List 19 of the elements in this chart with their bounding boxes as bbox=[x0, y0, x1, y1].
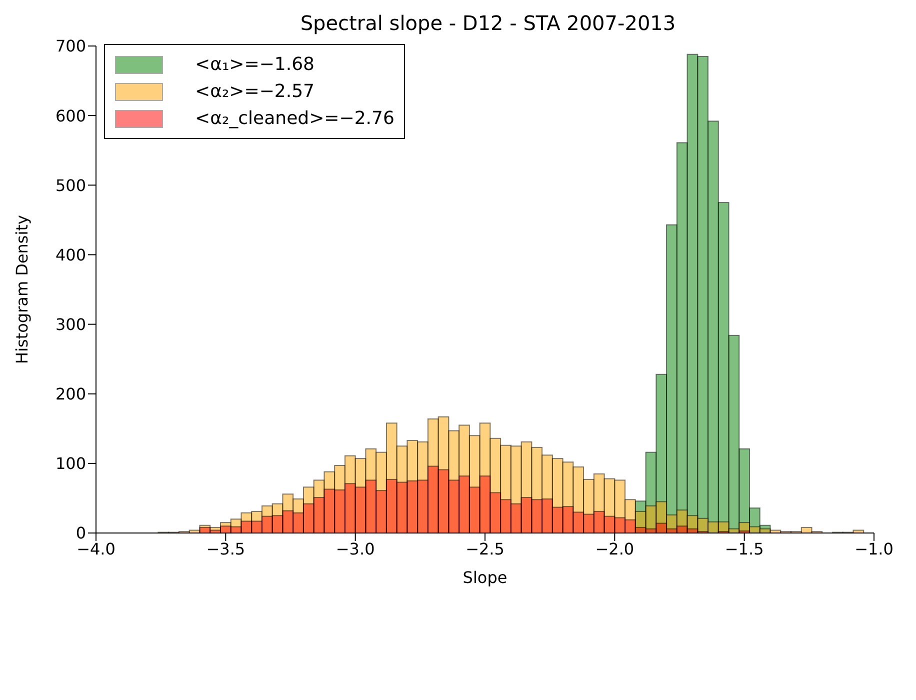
y-tick-label: 100 bbox=[55, 454, 86, 474]
y-tick-label: 600 bbox=[55, 106, 86, 126]
x-tick-label: −2.0 bbox=[595, 539, 634, 558]
y-axis-title: Histogram Density bbox=[12, 215, 32, 364]
x-axis-title: Slope bbox=[462, 568, 508, 587]
x-tick-label: −3.0 bbox=[336, 539, 375, 558]
y-tick-label: 300 bbox=[55, 314, 86, 334]
y-tick-label: 400 bbox=[55, 245, 86, 264]
x-tick-label: −1.0 bbox=[854, 539, 894, 558]
y-tick-label: 200 bbox=[55, 384, 86, 404]
legend-label: <α₁>=−1.68 bbox=[195, 54, 314, 75]
chart-title: Spectral slope - D12 - STA 2007-2013 bbox=[299, 10, 677, 37]
x-tick-label: −3.5 bbox=[206, 539, 246, 558]
x-tick-label: −1.5 bbox=[724, 539, 764, 558]
legend-label: <α₂_cleaned>=−2.76 bbox=[195, 108, 394, 129]
y-tick-label: 500 bbox=[55, 176, 86, 195]
legend-label: <α₂>=−2.57 bbox=[195, 81, 314, 102]
x-tick-label: −2.5 bbox=[466, 539, 504, 558]
y-tick-label: 700 bbox=[55, 36, 86, 56]
